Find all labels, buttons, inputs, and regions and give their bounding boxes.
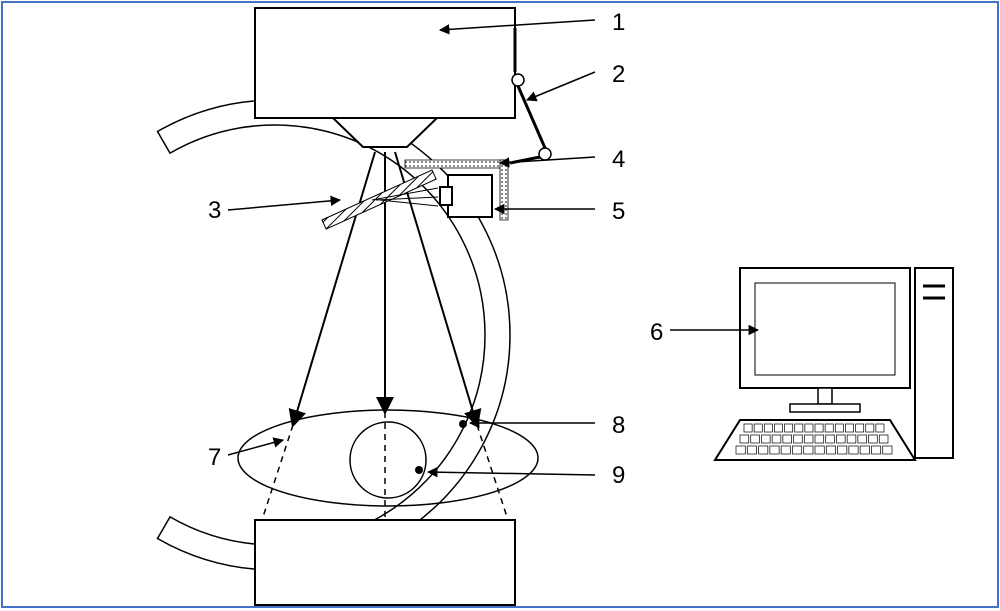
- callout-label: 6: [650, 319, 663, 346]
- arm-segment: [518, 86, 545, 148]
- beam-ray-dashed: [262, 425, 293, 520]
- callout-label: 4: [612, 146, 625, 173]
- marker-dot-9: [415, 466, 423, 474]
- arm-joint: [512, 74, 524, 86]
- diagram-canvas: 1 2 3 4 5 6 7 8 9: [0, 0, 1000, 611]
- callout-label: 8: [612, 412, 625, 439]
- marker-dot-8: [459, 420, 467, 428]
- xray-source-housing: [255, 8, 515, 118]
- callout-label: 5: [612, 198, 625, 225]
- beam-ray: [293, 152, 375, 425]
- camera-lens: [440, 187, 452, 205]
- monitor-screen: [755, 283, 895, 375]
- callout-label: 3: [208, 197, 221, 224]
- emitter-cone: [333, 118, 437, 147]
- c-arm-arc: [158, 100, 511, 570]
- callout-label: 7: [208, 444, 221, 471]
- target-tumor-circle: [350, 422, 426, 498]
- callout-arrow: [527, 72, 595, 100]
- callout-arrow: [228, 200, 340, 210]
- detector-box: [255, 520, 515, 605]
- monitor-stand-neck: [818, 388, 832, 404]
- monitor-stand-base: [790, 404, 860, 412]
- callout-label: 9: [612, 462, 625, 489]
- arm-joint: [539, 148, 551, 160]
- mount-bracket-v: [500, 160, 508, 220]
- callout-arrow: [228, 440, 283, 455]
- callout-label: 1: [612, 9, 625, 36]
- callout-label: 2: [612, 61, 625, 88]
- mount-bracket-h: [405, 160, 508, 168]
- camera-body: [448, 175, 492, 217]
